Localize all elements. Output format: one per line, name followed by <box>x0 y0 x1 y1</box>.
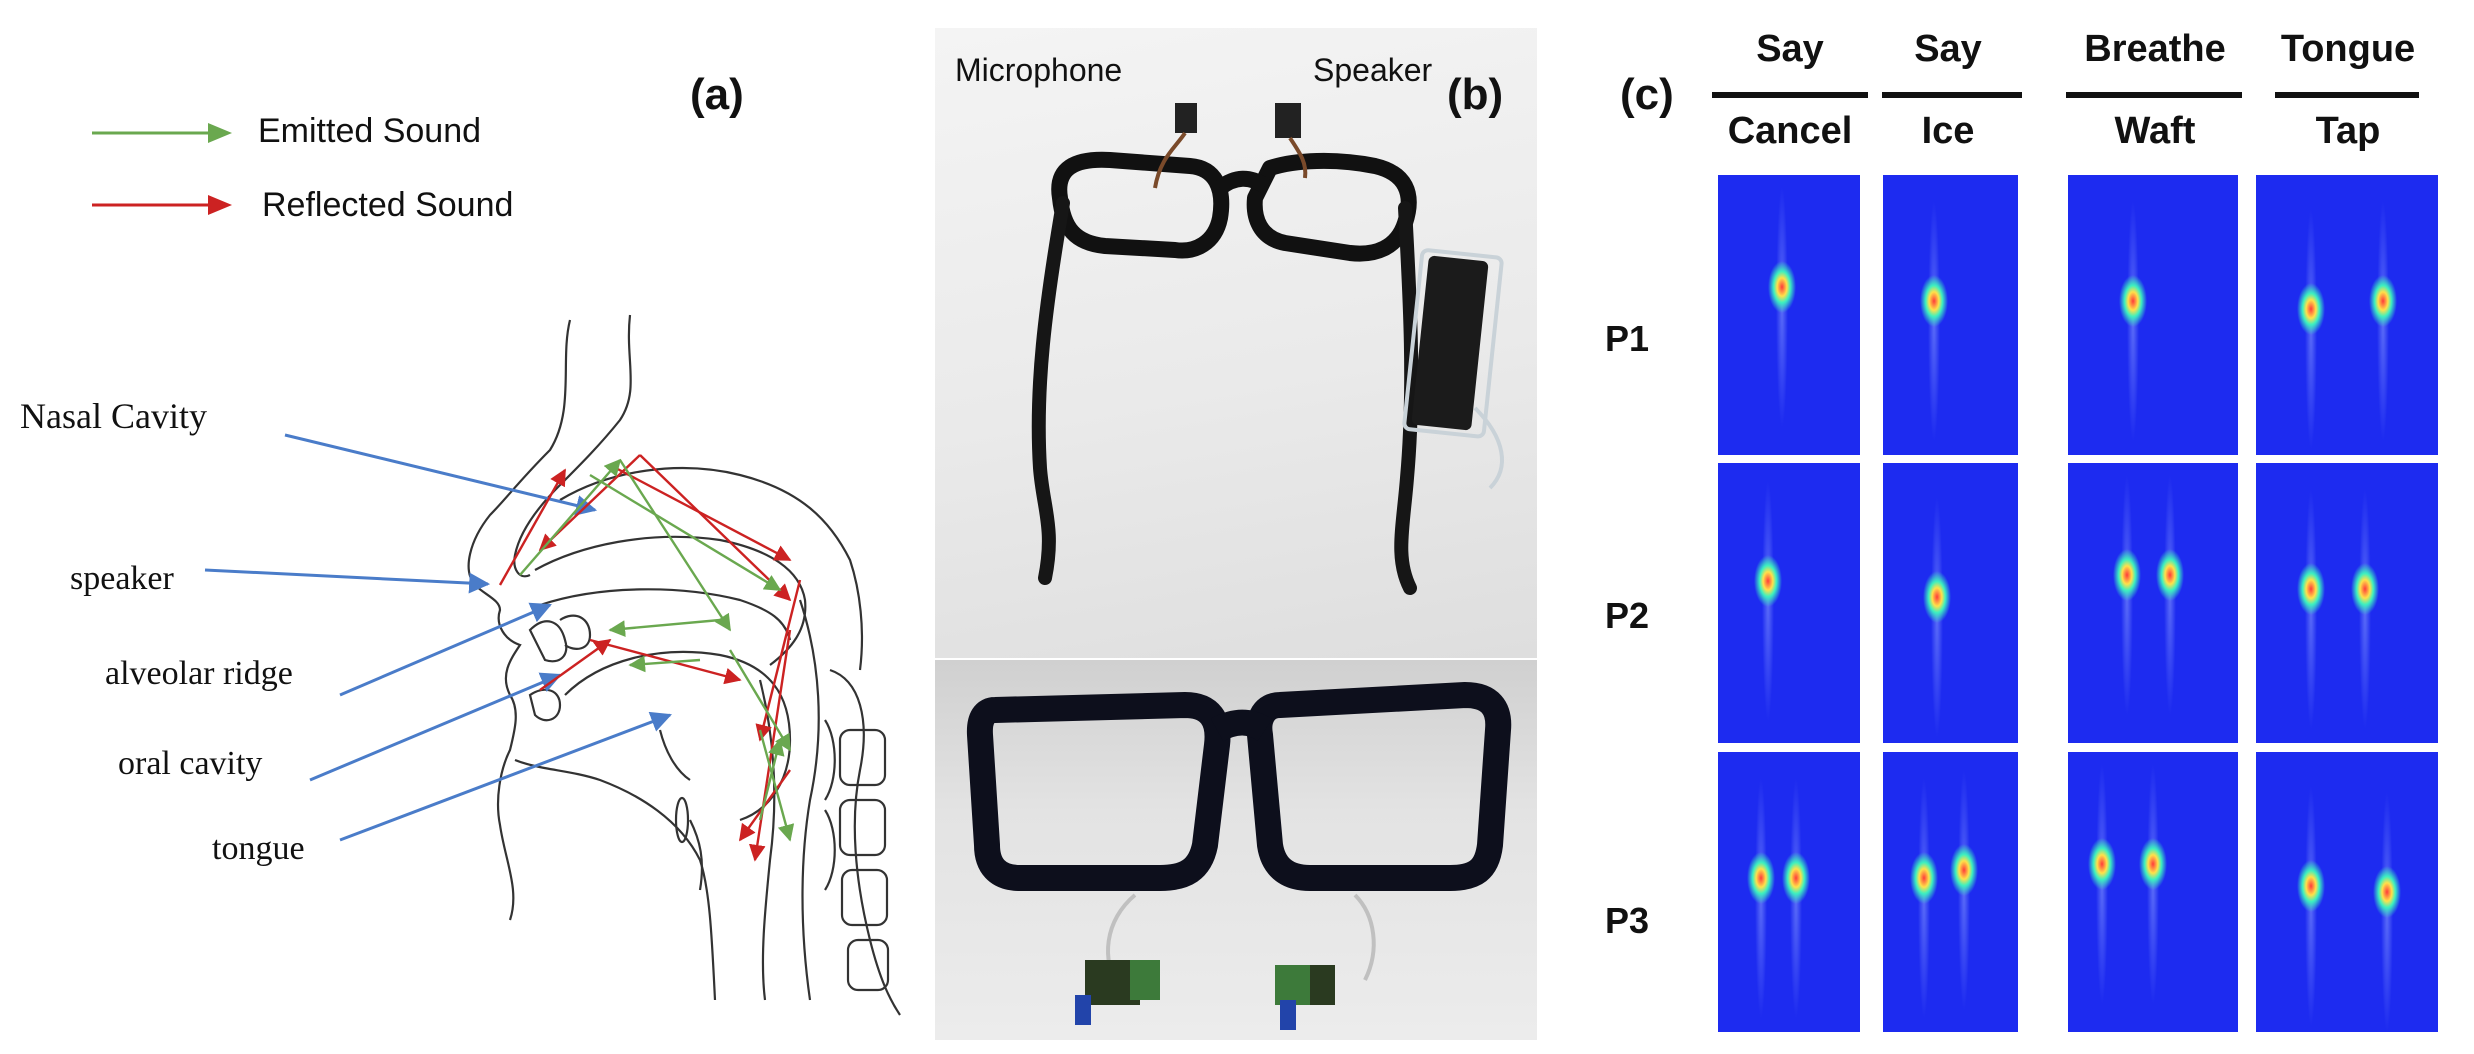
spectrogram-p2-waft <box>2068 463 2238 743</box>
col-2-bottom: Ice <box>1921 110 1975 152</box>
label-alveolar-ridge: alveolar ridge <box>105 655 293 692</box>
label-tongue: tongue <box>212 830 305 867</box>
glasses-photo-bottom <box>935 660 1537 1040</box>
label-oral-cavity: oral cavity <box>118 745 263 782</box>
spectrogram-p3-waft <box>2068 752 2238 1032</box>
row-label-p1: P1 <box>1605 318 1650 359</box>
panel-a-label: (a) <box>690 70 744 119</box>
spectrogram-p1-tap <box>2256 175 2438 455</box>
legend-reflected-label: Reflected Sound <box>262 186 514 224</box>
col-1-bottom: Cancel <box>1727 110 1853 152</box>
glasses-photo-top: Microphone Speaker (b) <box>935 28 1537 658</box>
label-speaker: speaker <box>70 560 174 597</box>
panel-b-label: (b) <box>1447 70 1504 119</box>
head-cross-section-diagram <box>204 314 901 1016</box>
legend-emitted-label: Emitted Sound <box>258 112 482 150</box>
spectrogram-p3-cancel <box>1718 752 1860 1032</box>
legend-reflected-arrow <box>92 195 232 215</box>
label-nasal-cavity: Nasal Cavity <box>20 396 207 436</box>
spectrogram-p2-cancel <box>1718 463 1860 743</box>
spectrogram-p1-waft <box>2068 175 2238 455</box>
row-label-p3: P3 <box>1605 900 1650 941</box>
col-1-top: Say <box>1756 28 1824 70</box>
spectrogram-p1-ice <box>1883 175 2018 455</box>
speaker-label: Speaker <box>1313 52 1433 88</box>
spectrogram-p1-cancel <box>1718 175 1860 455</box>
col-3-top: Breathe <box>2084 28 2226 70</box>
panel-c-label: (c) <box>1620 70 1674 119</box>
col-1-rule <box>1712 92 1868 98</box>
row-label-p2: P2 <box>1605 595 1650 636</box>
col-4-bottom: Tap <box>2315 110 2381 152</box>
col-4-top: Tongue <box>2280 28 2416 70</box>
spectrogram-p3-tap <box>2256 752 2438 1032</box>
spectrogram-p3-ice <box>1883 752 2018 1032</box>
col-2-rule <box>1882 92 2022 98</box>
legend-emitted-arrow <box>92 123 232 143</box>
col-3-rule <box>2066 92 2242 98</box>
col-3-bottom: Waft <box>2114 110 2196 152</box>
glasses-drawing-bottom <box>966 682 1512 1030</box>
col-4-rule <box>2275 92 2419 98</box>
col-2-top: Say <box>1914 28 1982 70</box>
spectrogram-p2-tap <box>2256 463 2438 743</box>
glasses-drawing-top <box>1031 103 1504 595</box>
spectrogram-p2-ice <box>1883 463 2018 743</box>
microphone-label: Microphone <box>955 52 1123 88</box>
